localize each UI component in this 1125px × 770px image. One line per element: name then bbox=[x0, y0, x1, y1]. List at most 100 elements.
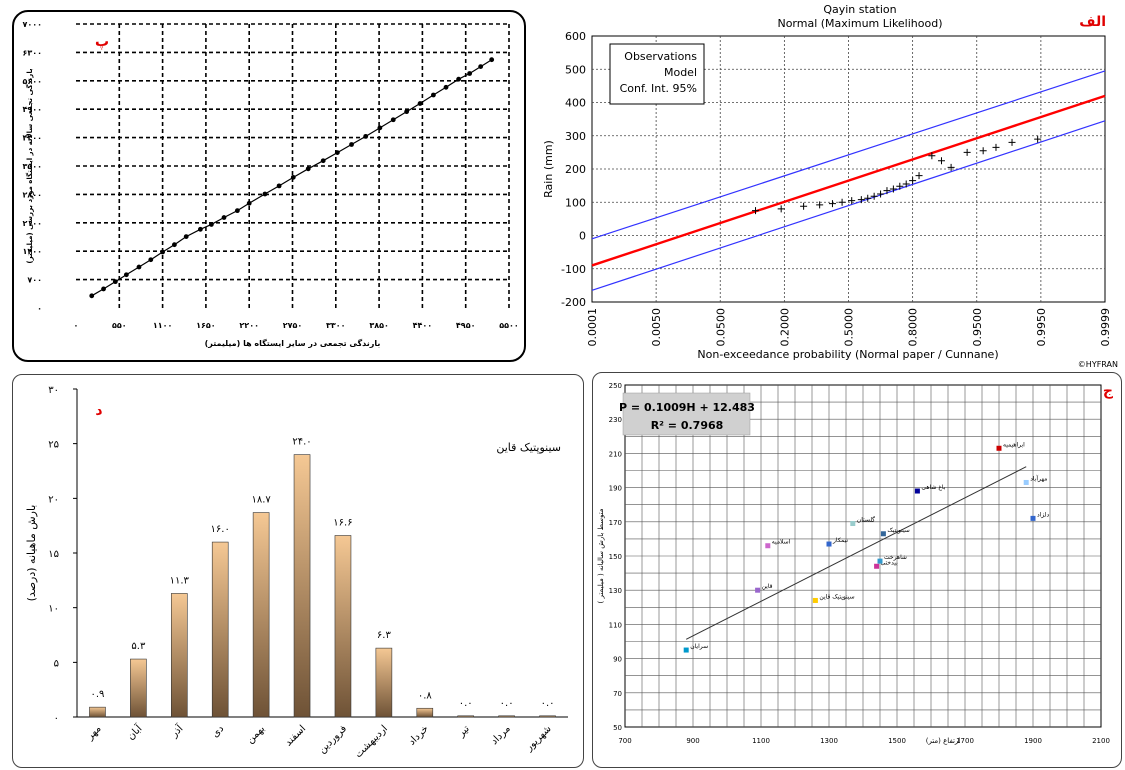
data-point-label: اسلامیه bbox=[772, 539, 791, 546]
y-tick-label: ۰ bbox=[37, 304, 42, 313]
observation-point bbox=[915, 172, 923, 180]
bar-value-label: ۰.۹ bbox=[90, 689, 104, 700]
y-tick-label: 0 bbox=[579, 230, 586, 243]
observation-point bbox=[752, 207, 760, 215]
y-tick-label: 200 bbox=[565, 163, 586, 176]
x-tick-label: ۰ bbox=[74, 321, 79, 330]
data-point bbox=[290, 174, 296, 180]
y-tick-label: ۳۰ bbox=[48, 385, 59, 396]
x-tick-label: 0.9950 bbox=[1035, 308, 1048, 347]
observation-point bbox=[877, 190, 885, 198]
bar bbox=[211, 541, 229, 718]
x-tick-label: اسفند bbox=[283, 723, 308, 748]
x-tick-label: 900 bbox=[686, 737, 699, 745]
data-point bbox=[262, 191, 268, 197]
data-point bbox=[850, 521, 856, 527]
bar bbox=[170, 593, 188, 718]
bar-value-label: ۶.۳ bbox=[377, 630, 392, 641]
y-tick-label: ۵ bbox=[54, 658, 59, 669]
panel-label: پ bbox=[95, 34, 109, 50]
bar bbox=[293, 454, 311, 718]
observation-point bbox=[800, 202, 808, 210]
data-point bbox=[234, 208, 240, 214]
observation-point bbox=[1008, 138, 1016, 146]
bar bbox=[334, 535, 352, 718]
y-axis-label: متوسط بارش سالیانه ( میلیمتر ) bbox=[597, 508, 605, 603]
y-tick-label: ۲۱۰۰ bbox=[22, 219, 42, 228]
cumulative-rainfall-chart-panel: ۰ ۵۵۰ ۱۱۰۰ ۱۶۵۰ ۲۲۰۰ ۲۷۵۰ ۳۳۰۰ ۳۸۵۰ ۴۴۰۰ ۴۹۵۰ ۵۵۰۰… bbox=[12, 10, 526, 362]
data-point bbox=[172, 242, 177, 248]
confidence-interval-line bbox=[591, 70, 1106, 240]
bar-value-label: ۱۶.۶ bbox=[333, 518, 352, 529]
frequency-analysis-chart-panel: 0.0001 0.0050 0.0500 0.2000 0.5000 0.8000 0.95… bbox=[540, 0, 1125, 372]
x-tick-label: خرداد bbox=[407, 723, 431, 747]
data-point-label: باغ شاهی bbox=[921, 484, 945, 491]
x-tick-label: اردیبهشت bbox=[353, 723, 390, 760]
observation-point bbox=[864, 194, 872, 202]
x-axis-label: Non-exceedance probability (Normal paper… bbox=[697, 348, 998, 361]
monthly-rainfall-chart: ۰ ۵ ۱۰ ۱۵ ۲۰ ۲۵ ۳۰ ۰.۹ مهر ۵.۳ آبان ۱۱.۳ آذر ۱۶.۰ دی ۱۸… bbox=[25, 385, 568, 760]
y-tick-label: 500 bbox=[565, 63, 586, 76]
x-tick-label: ۳۸۵۰ bbox=[369, 321, 389, 330]
observation-point bbox=[896, 182, 904, 190]
bar bbox=[130, 658, 147, 718]
data-point-label: مهرآباد bbox=[1030, 473, 1047, 482]
x-axis-label: بارندگی تجمعی در سایر ایستگاه ها (میلیمت… bbox=[205, 338, 381, 348]
data-point bbox=[877, 558, 883, 564]
x-tick-label: 0.9500 bbox=[971, 308, 984, 347]
bar bbox=[252, 512, 270, 718]
data-point bbox=[683, 647, 689, 653]
y-tick-label: -100 bbox=[561, 263, 586, 276]
data-point bbox=[148, 257, 154, 263]
y-tick-label: 210 bbox=[609, 450, 622, 458]
y-tick-label: 110 bbox=[609, 621, 622, 629]
cumulative-rainfall-chart: ۰ ۵۵۰ ۱۱۰۰ ۱۶۵۰ ۲۲۰۰ ۲۷۵۰ ۳۳۰۰ ۳۸۵۰ ۴۴۰۰ ۴۹۵۰ ۵۵۰۰… bbox=[22, 20, 519, 348]
data-point-label: نیمکار bbox=[832, 537, 848, 544]
elevation-rainfall-chart-panel: 700 900 1100 1300 1500 1700 1900 2100 50 70 90 110 1… bbox=[592, 372, 1122, 768]
y-tick-label: ۴۲۰۰ bbox=[22, 134, 42, 143]
data-point-label: دلزاد bbox=[1037, 511, 1049, 518]
y-tick-label: 100 bbox=[565, 196, 586, 209]
x-tick-label: آذر bbox=[167, 721, 186, 740]
panel-label: د bbox=[95, 403, 102, 419]
y-tick-label: 600 bbox=[565, 30, 586, 43]
y-tick-label: 130 bbox=[609, 587, 622, 595]
data-point bbox=[183, 234, 189, 239]
y-tick-label: 400 bbox=[565, 97, 586, 110]
chart-title: Qayin station bbox=[823, 3, 896, 16]
y-tick-label: ۲۸۰۰ bbox=[22, 190, 42, 199]
bar bbox=[457, 715, 475, 718]
y-axis-label: Rain (mm) bbox=[542, 140, 555, 198]
data-point bbox=[443, 84, 449, 90]
y-tick-label: ۲۵ bbox=[48, 440, 59, 451]
data-point bbox=[467, 71, 473, 76]
data-point bbox=[812, 597, 818, 603]
x-axis-label: ارتفاع (متر) bbox=[926, 737, 961, 745]
data-point bbox=[755, 587, 761, 593]
data-point bbox=[276, 183, 282, 189]
legend-entry: Observations bbox=[624, 50, 697, 63]
bar-value-label: ۱۶.۰ bbox=[211, 524, 230, 535]
data-point bbox=[390, 117, 396, 123]
y-tick-label: 230 bbox=[609, 416, 622, 424]
data-point bbox=[136, 264, 142, 270]
bar bbox=[498, 715, 515, 718]
data-point bbox=[914, 488, 920, 494]
bar-value-label: ۱۱.۳ bbox=[170, 575, 190, 586]
model-line bbox=[591, 94, 1106, 267]
x-tick-label: 0.5000 bbox=[843, 308, 856, 347]
x-tick-label: 700 bbox=[618, 737, 631, 745]
x-tick-label: ۵۵۰۰ bbox=[499, 321, 519, 330]
bar-value-label: ۱۸.۷ bbox=[251, 495, 271, 506]
data-point bbox=[197, 226, 203, 232]
y-tick-label: ۷۰۰ bbox=[27, 276, 42, 285]
y-tick-label: ۱۵ bbox=[48, 549, 59, 560]
bar-value-label: ۰.۸ bbox=[418, 690, 433, 701]
x-tick-label: ۲۷۵۰ bbox=[283, 321, 303, 330]
data-point-label: بیدختی bbox=[881, 559, 898, 566]
observation-point bbox=[1034, 135, 1042, 143]
data-point-label: قاین bbox=[762, 583, 773, 590]
bar bbox=[89, 706, 106, 718]
data-point bbox=[123, 272, 129, 278]
data-point bbox=[363, 133, 369, 139]
